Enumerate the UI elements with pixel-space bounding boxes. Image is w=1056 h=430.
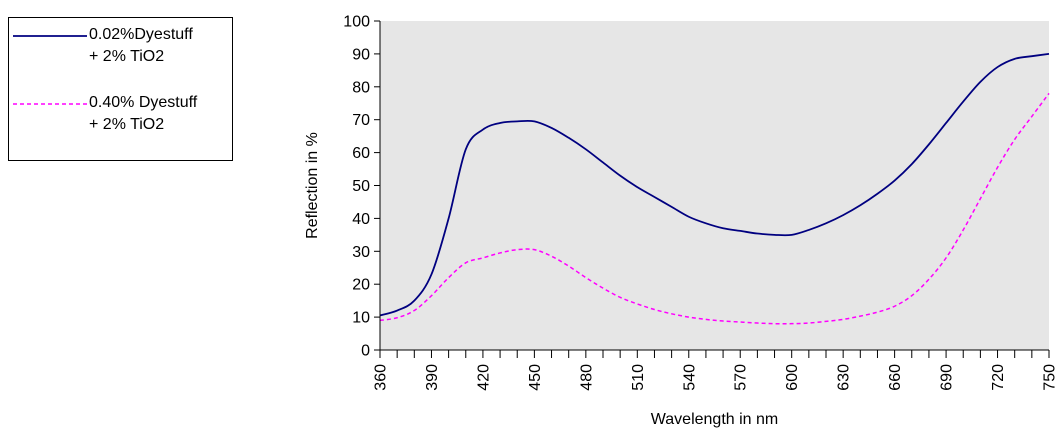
series-line-2 (379, 92, 1050, 325)
y-tick-label: 60 (352, 145, 370, 162)
legend-label-series-1: 0.02%Dyestuff + 2% TiO2 (89, 24, 193, 68)
x-tick-label: 570 (733, 364, 750, 391)
legend-entry-series-1: 0.02%Dyestuff + 2% TiO2 (9, 24, 234, 72)
x-tick-label: 660 (887, 364, 904, 391)
x-tick-label: 480 (578, 364, 595, 391)
y-tick-label: 90 (352, 46, 370, 63)
y-tick-label: 80 (352, 79, 370, 96)
x-tick-label: 720 (990, 364, 1007, 391)
y-tick-label: 30 (352, 244, 370, 261)
x-axis-label: Wavelength in nm (651, 411, 778, 428)
legend-label-line: 0.40% Dyestuff (89, 94, 198, 111)
y-tick-label: 70 (352, 112, 370, 129)
y-tick-label: 100 (343, 14, 370, 31)
legend-label-series-2: 0.40% Dyestuff + 2% TiO2 (89, 92, 197, 136)
x-tick-label: 540 (681, 364, 698, 391)
x-tick-label: 750 (1042, 364, 1056, 391)
y-tick-label: 0 (361, 343, 370, 360)
series-line-1 (379, 53, 1050, 317)
y-axis-ticks: 0 10 20 30 40 50 60 70 80 90 100 (343, 14, 380, 360)
y-tick-label: 20 (352, 277, 370, 294)
plot-area (380, 21, 1049, 350)
y-tick-label: 50 (352, 178, 370, 195)
x-tick-label: 360 (373, 364, 390, 391)
x-tick-label: 510 (630, 364, 647, 391)
series-layer (379, 53, 1050, 325)
legend-swatch-solid (13, 35, 87, 37)
x-axis-ticks: 360 390 420 450 480 510 540 570 600 630 660 690 720 7… (373, 350, 1056, 391)
legend: 0.02%Dyestuff + 2% TiO2 0.40% Dyestuff +… (8, 17, 233, 161)
x-tick-label: 600 (784, 364, 801, 391)
x-tick-label: 690 (939, 364, 956, 391)
x-tick-label: 450 (527, 364, 544, 391)
x-tick-label: 630 (836, 364, 853, 391)
y-tick-label: 10 (352, 310, 370, 327)
x-tick-label: 420 (475, 364, 492, 391)
y-axis-label: Reflection in % (304, 132, 321, 239)
y-tick-label: 40 (352, 211, 370, 228)
legend-label-line: + 2% TiO2 (89, 116, 165, 133)
legend-label-line: + 2% TiO2 (89, 48, 165, 65)
legend-entry-series-2: 0.40% Dyestuff + 2% TiO2 (9, 92, 234, 140)
legend-label-line: 0.02%Dyestuff (89, 26, 193, 43)
legend-swatch-dashed (13, 103, 87, 105)
x-tick-label: 390 (424, 364, 441, 391)
